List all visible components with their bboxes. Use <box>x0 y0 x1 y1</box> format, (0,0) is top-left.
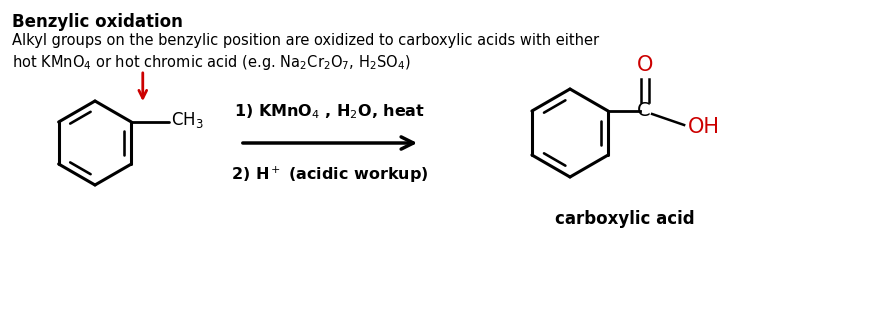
Text: 2) H$^+$ (acidic workup): 2) H$^+$ (acidic workup) <box>231 165 428 185</box>
Text: C: C <box>637 101 650 120</box>
Text: O: O <box>636 55 652 75</box>
Text: 1) KMnO$_4$ , H$_2$O, heat: 1) KMnO$_4$ , H$_2$O, heat <box>234 102 425 121</box>
Text: OH: OH <box>688 117 719 137</box>
Text: hot KMnO$_4$ or hot chromic acid (e.g. Na$_2$Cr$_2$O$_7$, H$_2$SO$_4$): hot KMnO$_4$ or hot chromic acid (e.g. N… <box>12 53 410 72</box>
Text: CH$_3$: CH$_3$ <box>171 110 204 130</box>
Text: carboxylic acid: carboxylic acid <box>554 210 694 228</box>
Text: Benzylic oxidation: Benzylic oxidation <box>12 13 182 31</box>
Text: Alkyl groups on the benzylic position are oxidized to carboxylic acids with eith: Alkyl groups on the benzylic position ar… <box>12 33 598 48</box>
